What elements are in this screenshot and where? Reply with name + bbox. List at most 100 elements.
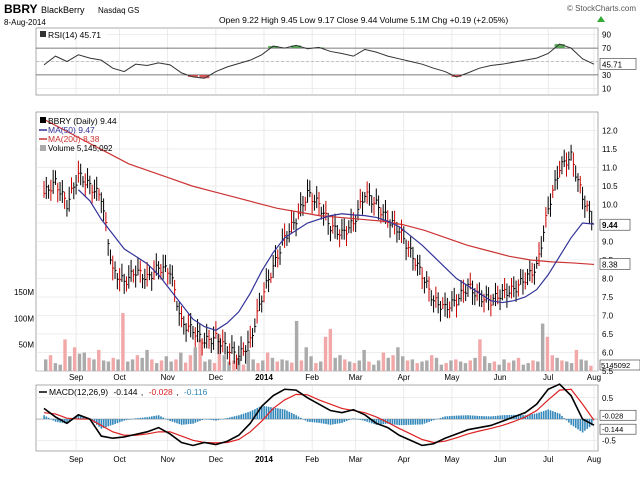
volume-bar [275,361,280,371]
volume-bar [511,360,516,371]
volume-bar [478,339,482,371]
x-tick-label: May [444,373,459,382]
volume-bar [429,355,434,371]
macd-histogram-bar [50,419,52,420]
rsi-oversold-fill [199,74,210,79]
macd-histogram-bar [501,415,504,420]
x-tick-label: Jul [543,455,553,464]
macd-histogram-bar [481,416,483,420]
volume-bar [343,359,347,371]
macd-histogram-bar [146,417,149,420]
volume-tick-label: 50M [18,341,34,350]
macd-histogram-bar [499,415,501,420]
macd-histogram-bar [68,419,71,422]
macd-histogram-bar [141,417,144,420]
macd-histogram-bar [469,415,472,420]
price-tick-label: 7.0 [602,312,614,321]
volume-bar [454,359,458,371]
volume-tick-label: 150M [14,288,34,297]
macd-histogram-bar [192,419,194,424]
macd-histogram-bar [274,407,277,420]
macd-histogram-bar [79,415,82,420]
macd-histogram-bar [217,419,220,421]
macd-histogram-bar [226,417,229,420]
macd-histogram-bar [277,408,279,420]
macd-tick-label: 0.5 [602,394,614,403]
rsi-tick-label: 90 [602,31,611,40]
macd-histogram-bar [405,419,407,425]
volume-bar [372,364,376,371]
macd-histogram-bar [478,415,481,420]
volume-bar [458,361,463,371]
volume-bar [140,357,144,371]
macd-histogram-bar [442,417,444,420]
volume-bar [101,360,106,371]
macd-histogram-bar [508,415,511,420]
macd-histogram-bar [160,416,162,420]
macd-histogram-bar [389,419,391,424]
macd-histogram-bar [558,413,561,420]
volume-bar [82,352,87,371]
macd-histogram-bar [164,418,167,420]
volume-bar [333,357,337,371]
rsi-overbought-fill [268,46,279,49]
volume-bar [396,347,400,371]
macd-histogram-bar [180,419,183,425]
x-tick-label: May [444,455,459,464]
volume-bar [425,360,429,371]
price-tick-label: 7.5 [602,293,614,302]
macd-histogram-bar [297,416,300,420]
volume-bar [270,357,275,371]
x-tick-label: Feb [305,455,319,464]
macd-histogram-bar [348,419,350,421]
macd-tick-label: -0.5 [602,436,616,445]
volume-bar [381,352,386,371]
macd-histogram-bar [574,419,577,428]
price-tick-label: 6.0 [602,349,614,358]
volume-bar [309,356,313,371]
macd-histogram-bar [114,419,116,424]
macd-histogram-bar [409,419,412,425]
macd-histogram-bar [570,419,572,425]
macd-histogram-bar [254,409,256,420]
macd-histogram-bar [77,415,80,420]
volume-bar [560,360,564,371]
macd-histogram-bar [407,419,410,425]
macd-histogram-bar [561,415,563,420]
volume-bar [540,323,545,371]
watermark: © StockCharts.com [567,4,636,13]
macd-histogram-bar [503,415,506,420]
volume-bar [439,364,444,371]
macd-histogram-bar [43,415,45,420]
macd-histogram-bar [222,418,224,420]
volume-value-tag [599,359,640,371]
volume-bar [280,359,284,371]
macd-histogram-bar [540,411,543,420]
price-legend: BBRY (Daily) 9.44 [48,116,117,126]
macd-value-tag [599,423,637,435]
ma200-line [43,118,595,266]
volume-bar [531,360,535,371]
volume-bar [420,361,424,371]
macd-histogram-bar [112,419,114,425]
macd-histogram-bar [199,419,201,421]
volume-bar [483,356,487,371]
macd-histogram-bar [295,415,297,420]
volume-tick-label: 100M [14,314,34,323]
macd-legend-name: MACD(12,26,9) [49,387,108,397]
price-value-tag [599,218,631,231]
volume-bar [174,359,178,371]
volume-bar [401,356,405,371]
macd-histogram-bar [130,419,132,420]
volume-bar [415,363,419,371]
x-tick-label: Apr [398,373,411,382]
rsi-legend: RSI(14) 45.71 [48,30,101,40]
macd-histogram-bar [96,419,98,425]
macd-histogram-bar [467,415,469,420]
macd-histogram-bar [458,415,460,420]
macd-histogram-bar [247,412,249,420]
x-tick-label: Jul [543,373,553,382]
volume-bar [502,359,506,371]
x-tick-label: Dec [209,455,223,464]
macd-histogram-bar [423,419,426,424]
